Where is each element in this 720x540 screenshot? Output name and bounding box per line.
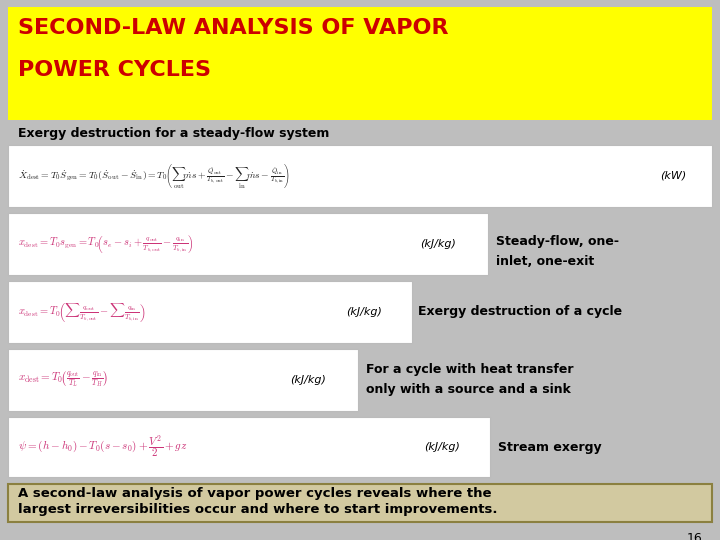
Text: $x_{\mathrm{dest}} = T_0 s_{\mathrm{gen}} = T_0\!\left( s_e - s_i + \frac{q_{\ma: $x_{\mathrm{dest}} = T_0 s_{\mathrm{gen}… bbox=[18, 233, 194, 255]
Text: POWER CYCLES: POWER CYCLES bbox=[18, 60, 211, 80]
FancyBboxPatch shape bbox=[8, 213, 488, 275]
FancyBboxPatch shape bbox=[8, 145, 712, 207]
Text: $x_{\mathrm{dest}} = T_0\!\left(\frac{q_{\mathrm{out}}}{T_L} - \frac{q_{\mathrm{: $x_{\mathrm{dest}} = T_0\!\left(\frac{q_… bbox=[18, 370, 108, 390]
FancyBboxPatch shape bbox=[8, 484, 712, 522]
Text: A second-law analysis of vapor power cycles reveals where the: A second-law analysis of vapor power cyc… bbox=[18, 487, 492, 500]
Text: $\psi = (h - h_0) - T_0(s - s_0) + \dfrac{V^2}{2} + gz$: $\psi = (h - h_0) - T_0(s - s_0) + \dfra… bbox=[18, 434, 187, 460]
Text: only with a source and a sink: only with a source and a sink bbox=[366, 383, 571, 396]
Text: largest irreversibilities occur and where to start improvements.: largest irreversibilities occur and wher… bbox=[18, 503, 498, 516]
Text: Exergy destruction for a steady-flow system: Exergy destruction for a steady-flow sys… bbox=[18, 127, 329, 140]
Text: Steady-flow, one-: Steady-flow, one- bbox=[496, 235, 619, 248]
Text: Exergy destruction of a cycle: Exergy destruction of a cycle bbox=[418, 306, 622, 319]
Text: $x_{\mathrm{dest}} = T_0\!\left(\sum\frac{q_{\mathrm{out}}}{T_{b,\mathrm{out}}} : $x_{\mathrm{dest}} = T_0\!\left(\sum\fra… bbox=[18, 300, 145, 323]
FancyBboxPatch shape bbox=[8, 349, 358, 411]
Text: inlet, one-exit: inlet, one-exit bbox=[496, 255, 594, 268]
Text: (kW): (kW) bbox=[660, 171, 686, 181]
FancyBboxPatch shape bbox=[8, 7, 712, 120]
Text: For a cycle with heat transfer: For a cycle with heat transfer bbox=[366, 363, 574, 376]
Text: (kJ/kg): (kJ/kg) bbox=[290, 375, 326, 385]
Text: (kJ/kg): (kJ/kg) bbox=[424, 442, 460, 452]
FancyBboxPatch shape bbox=[8, 281, 412, 343]
Text: (kJ/kg): (kJ/kg) bbox=[420, 239, 456, 249]
FancyBboxPatch shape bbox=[8, 417, 490, 477]
Text: (kJ/kg): (kJ/kg) bbox=[346, 307, 382, 317]
Text: $\dot{X}_{\mathrm{dest}} = T_0\dot{S}_{\mathrm{gen}} = T_0(\dot{S}_{\mathrm{out}: $\dot{X}_{\mathrm{dest}} = T_0\dot{S}_{\… bbox=[18, 162, 290, 190]
Text: 16: 16 bbox=[686, 532, 702, 540]
Text: SECOND-LAW ANALYSIS OF VAPOR: SECOND-LAW ANALYSIS OF VAPOR bbox=[18, 18, 449, 38]
Text: Stream exergy: Stream exergy bbox=[498, 441, 602, 454]
